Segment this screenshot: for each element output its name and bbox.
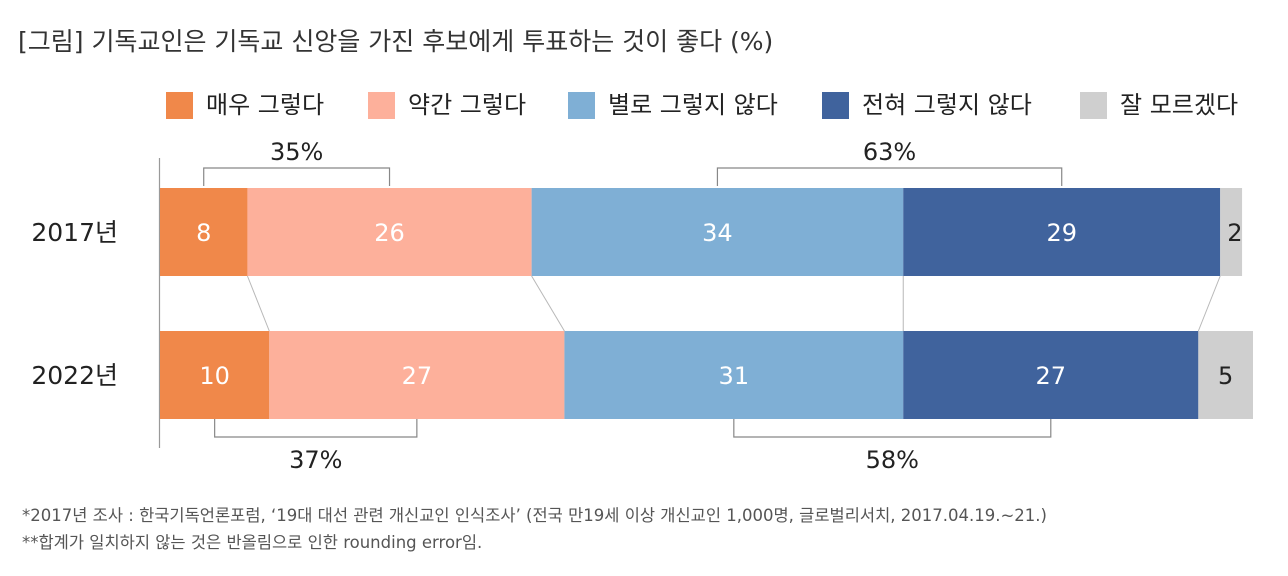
legend-swatch (368, 92, 395, 119)
footnote-1: *2017년 조사 : 한국기독언론포럼, ‘19대 대선 관련 개신교인 인식… (22, 506, 1047, 525)
bracket-label: 35% (270, 138, 323, 166)
data-label: 8 (196, 219, 211, 247)
sum-bracket (733, 419, 1052, 438)
chart-title: [그림] 기독교인은 기독교 신앙을 가진 후보에게 투표하는 것이 좋다 (%… (18, 27, 774, 56)
legend-label: 전혀 그렇지 않다 (862, 91, 1032, 119)
bracket-label: 58% (866, 446, 919, 474)
legend-label: 매우 그렇다 (206, 91, 325, 119)
data-label: 10 (199, 362, 230, 390)
data-label: 26 (374, 219, 405, 247)
data-label: 5 (1218, 362, 1233, 390)
legend-swatch (568, 92, 595, 119)
sum-bracket (203, 167, 391, 186)
bar-segment (903, 331, 1199, 419)
connector-line (246, 275, 270, 332)
bar-segment (1198, 331, 1253, 419)
footnotes: *2017년 조사 : 한국기독언론포럼, ‘19대 대선 관련 개신교인 인식… (22, 502, 1047, 556)
bar-segment (903, 188, 1221, 276)
bar-segment (247, 188, 532, 276)
legend-label: 별로 그렇지 않다 (608, 91, 778, 119)
bar-segment (160, 188, 248, 276)
legend-swatch (1080, 92, 1107, 119)
bar-segment (531, 188, 904, 276)
bar-segment (160, 331, 270, 419)
data-label: 27 (1036, 362, 1067, 390)
data-label: 2 (1227, 219, 1242, 247)
data-label: 27 (402, 362, 433, 390)
connector-line (1197, 275, 1221, 332)
category-label: 2017년 (31, 218, 118, 247)
bracket-label: 37% (289, 446, 342, 474)
bar-segment (269, 331, 565, 419)
data-label: 29 (1046, 219, 1077, 247)
legend-swatch (166, 92, 193, 119)
legend-swatch (822, 92, 849, 119)
legend-label: 약간 그렇다 (408, 91, 527, 119)
sum-bracket (214, 419, 418, 438)
footnote-2: **합계가 일치하지 않는 것은 반올림으로 인한 rounding error… (22, 533, 483, 552)
data-label: 31 (719, 362, 750, 390)
data-label: 34 (702, 219, 733, 247)
bar-segment (1220, 188, 1243, 276)
bracket-label: 63% (863, 138, 916, 166)
connector-line (531, 275, 565, 332)
category-label: 2022년 (31, 361, 118, 390)
sum-bracket (716, 167, 1063, 186)
legend-label: 잘 모르겠다 (1120, 91, 1239, 119)
bar-segment (564, 331, 904, 419)
